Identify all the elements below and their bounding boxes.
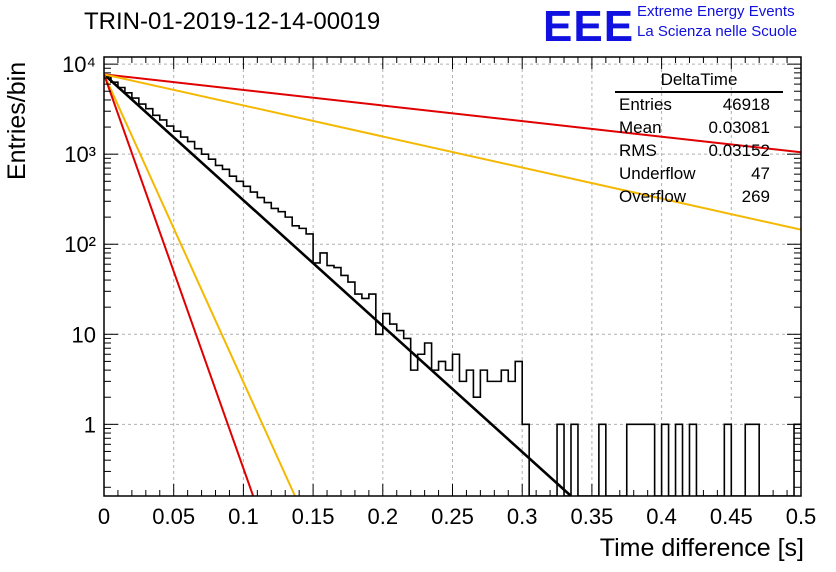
stats-value: 269	[741, 187, 770, 206]
x-tick-label: 0.1	[228, 504, 259, 529]
stats-value: 46918	[722, 95, 770, 114]
stats-row-entries: Entries 46918	[613, 93, 783, 116]
stats-label: Underflow	[619, 164, 696, 183]
stats-value: 47	[751, 164, 770, 183]
eee-logo: EEE	[543, 2, 635, 51]
histogram-series	[104, 75, 801, 496]
x-tick-label: 0.3	[507, 504, 538, 529]
stats-box: DeltaTime Entries 46918 Mean 0.03081 RMS…	[613, 70, 783, 208]
y-tick-label: 10	[72, 322, 96, 347]
stats-title: DeltaTime	[615, 70, 783, 93]
logo-line-1: Extreme Energy Events	[637, 3, 795, 20]
stats-label: RMS	[619, 141, 657, 160]
y-tick-label: 10²	[64, 232, 96, 257]
eee-logo-text: Extreme Energy Events La Scienza nelle S…	[637, 2, 797, 42]
x-tick-label: 0.4	[646, 504, 677, 529]
fit-line-1	[104, 73, 572, 496]
x-tick-label: 0	[98, 504, 110, 529]
stats-row-rms: RMS 0.03152	[613, 139, 783, 162]
fit-line-4	[104, 73, 296, 496]
stats-value: 0.03081	[708, 118, 770, 137]
stats-row-overflow: Overflow 269	[613, 185, 783, 208]
y-tick-label: 10⁴	[62, 52, 96, 77]
y-tick-label: 1	[84, 412, 96, 437]
x-tick-label: 0.15	[292, 504, 335, 529]
logo-line-2: La Scienza nelle Scuole	[637, 23, 798, 40]
y-tick-label: 10³	[64, 142, 96, 167]
x-tick-label: 0.2	[368, 504, 399, 529]
chart-title: TRIN-01-2019-12-14-00019	[84, 8, 381, 35]
x-tick-label: 0.25	[431, 504, 474, 529]
x-tick-label: 0.35	[570, 504, 613, 529]
fit-line-3	[104, 73, 801, 231]
stats-label: Overflow	[619, 187, 687, 206]
y-axis-label: Entries/bin	[3, 61, 31, 180]
fit-line-2	[104, 73, 801, 154]
stats-label: Mean	[619, 118, 662, 137]
stats-row-underflow: Underflow 47	[613, 162, 783, 185]
x-tick-label: 0.5	[786, 504, 817, 529]
x-tick-label: 0.05	[152, 504, 195, 529]
stats-value: 0.03152	[708, 141, 770, 160]
x-axis-label: Time difference [s]	[599, 534, 804, 562]
stats-label: Entries	[619, 95, 672, 114]
fit-line-5	[104, 74, 255, 496]
x-tick-label: 0.45	[710, 504, 753, 529]
stats-row-mean: Mean 0.03081	[613, 116, 783, 139]
